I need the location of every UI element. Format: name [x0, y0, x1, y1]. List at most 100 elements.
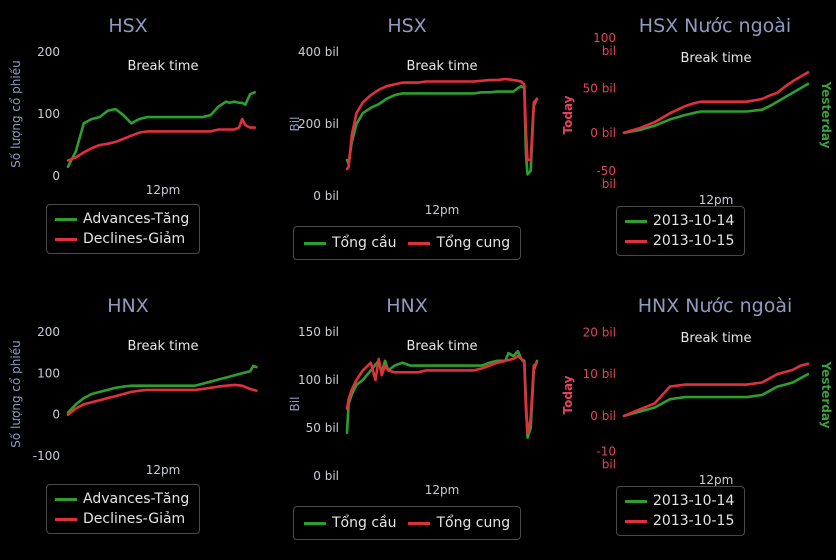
y-tick-label: 100 bil — [298, 373, 339, 387]
break-time-label: Break time — [407, 59, 478, 74]
legend-swatch — [304, 522, 326, 525]
series-line-t-ng-c-u — [347, 351, 537, 437]
series-line-2013-10-14 — [624, 374, 808, 416]
y-tick-label: 20 bil — [583, 325, 616, 339]
x-tick-label: 12pm — [699, 473, 734, 487]
series-line-2013-10-15 — [624, 72, 808, 132]
legend-item-2013-10-14[interactable]: 2013-10-14 — [625, 211, 734, 231]
break-time-label: Break time — [128, 339, 199, 354]
legend-item-declines-gi-m[interactable]: Declines-Giảm — [55, 229, 189, 249]
y-tick-label: 50 bil — [306, 421, 339, 435]
chart-title: HNX — [386, 295, 428, 317]
y-tick-label: 0 bil — [590, 126, 616, 140]
y-axis-label-right: Yesterday — [819, 361, 833, 429]
legend-item-2013-10-15[interactable]: 2013-10-15 — [625, 231, 734, 251]
chart-title: HSX Nước ngoài — [639, 15, 791, 37]
y-axis-label: Số lượng cổ phiếu — [9, 340, 23, 447]
legend: Advances-Tăng Declines-Giảm — [46, 484, 200, 534]
y-tick-label: 100 — [37, 107, 60, 121]
legend-swatch — [55, 518, 77, 521]
break-time-label: Break time — [681, 51, 752, 66]
legend: Tổng cầu Tổng cung — [293, 506, 521, 540]
y-tick-label: 150 bil — [298, 325, 339, 339]
y-tick-label: 200 — [37, 325, 60, 339]
legend-item-2013-10-14[interactable]: 2013-10-14 — [625, 491, 734, 511]
y-tick-label: 100 bil — [593, 31, 616, 58]
y-tick-label: 0 bil — [590, 409, 616, 423]
y-tick-label: -10 bil — [596, 445, 616, 472]
legend-swatch — [625, 220, 647, 223]
y-axis-label: Số lượng cổ phiếu — [9, 60, 23, 167]
y-axis-label-right: Yesterday — [819, 81, 833, 149]
y-axis-label: Today — [561, 95, 575, 134]
break-time-label: Break time — [407, 339, 478, 354]
legend-item-2013-10-15[interactable]: 2013-10-15 — [625, 511, 734, 531]
legend-label: Tổng cung — [436, 515, 510, 531]
x-tick-label: 12pm — [146, 463, 181, 477]
legend-label: 2013-10-15 — [653, 233, 734, 249]
y-axis-label: Today — [561, 375, 575, 414]
x-tick-label: 12pm — [425, 203, 460, 217]
legend-label: 2013-10-15 — [653, 513, 734, 529]
y-tick-label: 100 — [37, 366, 60, 380]
y-tick-label: -100 — [33, 449, 60, 463]
legend-swatch — [304, 242, 326, 245]
legend-swatch — [625, 520, 647, 523]
chart-title: HNX Nước ngoài — [638, 295, 793, 317]
legend: 2013-10-14 2013-10-15 — [616, 206, 745, 256]
legend-label: Tổng cầu — [332, 515, 396, 531]
series-line-declines-gi-m — [68, 119, 255, 161]
y-tick-label: 0 — [52, 169, 60, 183]
legend-item-t-ng-cung[interactable]: Tổng cung — [408, 513, 510, 533]
legend-item-advances-t-ng[interactable]: Advances-Tăng — [55, 489, 189, 509]
x-tick-label: 12pm — [699, 193, 734, 207]
chart-title: HSX — [108, 15, 147, 37]
legend: Advances-Tăng Declines-Giảm — [46, 204, 200, 254]
legend-item-t-ng-cung[interactable]: Tổng cung — [408, 233, 510, 253]
legend-swatch — [408, 522, 430, 525]
y-tick-label: 0 — [52, 408, 60, 422]
legend-swatch — [55, 498, 77, 501]
legend-label: Tổng cầu — [332, 235, 396, 251]
legend-label: Declines-Giảm — [83, 231, 185, 247]
y-tick-label: 200 — [37, 45, 60, 59]
legend-swatch — [55, 238, 77, 241]
legend: 2013-10-14 2013-10-15 — [616, 486, 745, 536]
chart-panel-2: HSX Bil 0 bil 200 bil 400 bil 12pm Break time T… — [279, 0, 557, 280]
y-tick-label: 50 bil — [583, 81, 616, 95]
legend-item-t-ng-c-u[interactable]: Tổng cầu — [304, 233, 396, 253]
x-tick-label: 12pm — [425, 483, 460, 497]
legend-swatch — [625, 500, 647, 503]
y-tick-label: 10 bil — [583, 367, 616, 381]
x-tick-label: 12pm — [146, 183, 181, 197]
y-tick-label: 0 bil — [313, 469, 339, 483]
series-line-declines-gi-m — [68, 385, 256, 415]
y-tick-label: 0 bil — [313, 189, 339, 203]
legend-label: 2013-10-14 — [653, 493, 734, 509]
legend-item-declines-gi-m[interactable]: Declines-Giảm — [55, 509, 189, 529]
legend-label: Advances-Tăng — [83, 491, 189, 507]
break-time-label: Break time — [681, 331, 752, 346]
legend-item-advances-t-ng[interactable]: Advances-Tăng — [55, 209, 189, 229]
legend-label: 2013-10-14 — [653, 213, 734, 229]
break-time-label: Break time — [128, 59, 199, 74]
chart-title: HNX — [107, 295, 149, 317]
legend-item-t-ng-c-u[interactable]: Tổng cầu — [304, 513, 396, 533]
chart-panel-3: HSX Nước ngoài Today Yesterday -50 bil 0 bil 5… — [558, 0, 836, 280]
chart-panel-4: HNX Số lượng cổ phiếu -100 0 100 200 12pm Break… — [0, 280, 278, 560]
series-line-t-ng-cung — [347, 356, 537, 433]
legend-label: Tổng cung — [436, 235, 510, 251]
y-tick-label: 400 bil — [298, 45, 339, 59]
y-tick-label: 200 bil — [298, 117, 339, 131]
chart-panel-1: HSX Số lượng cổ phiếu 0 100 200 12pm Break tim… — [0, 0, 278, 280]
legend-swatch — [55, 218, 77, 221]
chart-title: HSX — [387, 15, 426, 37]
y-tick-label: -50 bil — [596, 164, 616, 191]
legend-label: Declines-Giảm — [83, 511, 185, 527]
chart-panel-6: HNX Nước ngoài Today Yesterday -10 bil 0 bil 1… — [558, 280, 836, 560]
legend: Tổng cầu Tổng cung — [293, 226, 521, 260]
legend-swatch — [408, 242, 430, 245]
series-line-t-ng-c-u — [347, 86, 537, 174]
legend-swatch — [625, 240, 647, 243]
